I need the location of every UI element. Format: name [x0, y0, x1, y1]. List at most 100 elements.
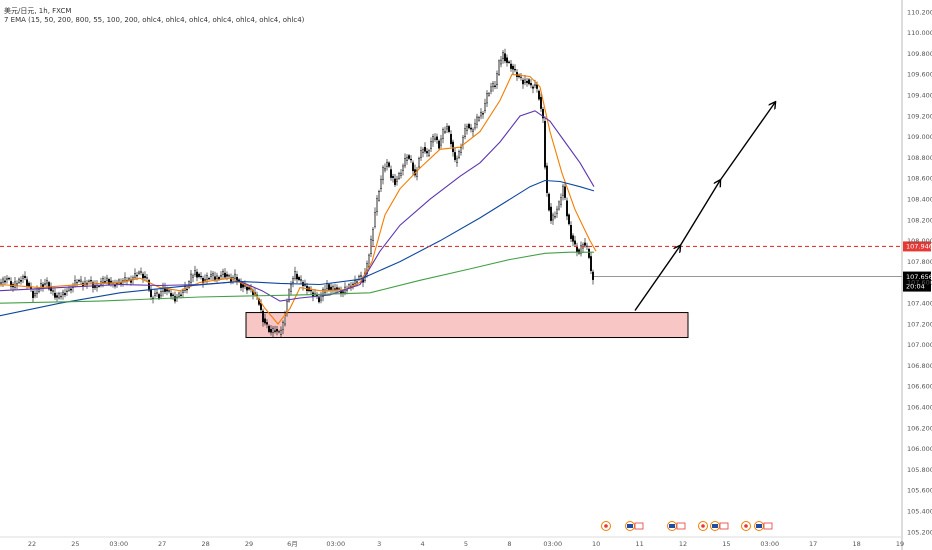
candle-body [552, 214, 555, 221]
candle-body [62, 291, 65, 296]
event-flag-badge [634, 522, 644, 530]
candle-body [432, 136, 435, 143]
candle-body [22, 276, 25, 279]
candle-body [498, 60, 501, 75]
time-tick-label: 03:00 [109, 540, 128, 548]
candle-body [374, 212, 377, 227]
candle-body [440, 138, 443, 146]
candle-body [105, 277, 108, 281]
price-tick-label: 105.200 [907, 528, 932, 536]
candle-body [179, 294, 182, 296]
candle-body [520, 76, 523, 79]
candle-body [115, 282, 118, 285]
candle-body [169, 293, 172, 297]
candle-body [450, 133, 453, 145]
time-tick-label: 03:00 [760, 540, 779, 548]
candle-body [5, 278, 8, 280]
candle-body [65, 290, 68, 292]
candle-body [526, 80, 529, 83]
candle-body [332, 286, 335, 290]
price-tick-label: 105.600 [907, 487, 932, 495]
candle-body [472, 129, 475, 132]
ema-line [0, 179, 595, 317]
candle-body [436, 136, 439, 140]
candle-body [512, 65, 515, 70]
candle-body [91, 282, 94, 288]
projection-arrows-layer [634, 102, 775, 311]
candle-body [266, 322, 269, 325]
candle-body [153, 293, 156, 296]
candle-body [380, 179, 383, 190]
candle-body [452, 141, 455, 152]
candle-body [209, 274, 212, 277]
candle-body [101, 278, 104, 283]
candle-body [149, 288, 152, 297]
candle-body [542, 109, 545, 119]
candle-body [494, 85, 497, 87]
candle-body [488, 93, 491, 96]
candle-body [342, 291, 345, 293]
event-flag-stripe [756, 524, 762, 528]
candle-body [406, 157, 409, 161]
candle-body [245, 286, 248, 291]
candle-body [107, 279, 110, 285]
candle-body [280, 330, 283, 335]
time-tick-label: 03:00 [326, 540, 345, 548]
candle-body [484, 103, 487, 112]
time-tick-label: 19 [896, 540, 904, 548]
candle-body [52, 290, 55, 292]
candle-body [133, 273, 136, 278]
time-tick-label: 03:00 [543, 540, 562, 548]
candle-body [300, 279, 303, 281]
candle-body [167, 290, 170, 292]
candle-body [60, 295, 63, 298]
candle-body [546, 165, 549, 193]
candle-body [264, 318, 267, 324]
time-tick-label: 11 [635, 540, 643, 548]
candle-body [195, 271, 198, 278]
candle-body [89, 280, 92, 282]
candle-body [63, 293, 66, 296]
time-tick-label: 6月 [287, 540, 298, 548]
candle-body [77, 280, 80, 282]
ema-layer [0, 73, 597, 325]
candle-body [44, 283, 47, 285]
price-axis: 110.200 110.000 109.800 109.600 109.400 109.2… [901, 0, 932, 550]
price-tick-label: 109.400 [907, 92, 932, 100]
candle-body [103, 281, 106, 283]
candle-body [16, 283, 19, 286]
time-tick-label: 8 [507, 540, 511, 548]
candle-body [36, 288, 39, 295]
time-tick-label: 28 [201, 540, 209, 548]
candle-body [199, 275, 202, 278]
candle-body [554, 216, 557, 218]
price-tick-label: 107.200 [907, 320, 932, 328]
candle-body [18, 278, 21, 283]
candle-body [56, 295, 59, 298]
price-tick-label: 106.000 [907, 445, 932, 453]
candle-body [538, 90, 541, 100]
candle-body [486, 93, 489, 104]
candle-body [458, 150, 461, 158]
symbol-title: 美元/日元, 1h, FXCM [4, 7, 72, 15]
price-tick-label: 106.800 [907, 362, 932, 370]
event-flag-badge [719, 522, 729, 530]
candle-body [58, 293, 61, 299]
price-tick-label: 109.800 [907, 50, 932, 58]
candle-body [522, 79, 525, 85]
price-tick-label: 106.400 [907, 404, 932, 412]
candle-body [171, 294, 174, 296]
candle-body [540, 97, 543, 109]
candle-body [157, 294, 160, 299]
ema-line [0, 110, 595, 302]
candle-body [478, 117, 481, 121]
candle-body [207, 278, 210, 280]
candle-body [243, 285, 246, 287]
candle-body [354, 280, 357, 284]
price-tick-label: 107.800 [907, 258, 932, 266]
candle-body [213, 276, 216, 280]
candle-body [592, 271, 595, 280]
candle-body [590, 256, 593, 271]
candle-body [7, 278, 10, 280]
